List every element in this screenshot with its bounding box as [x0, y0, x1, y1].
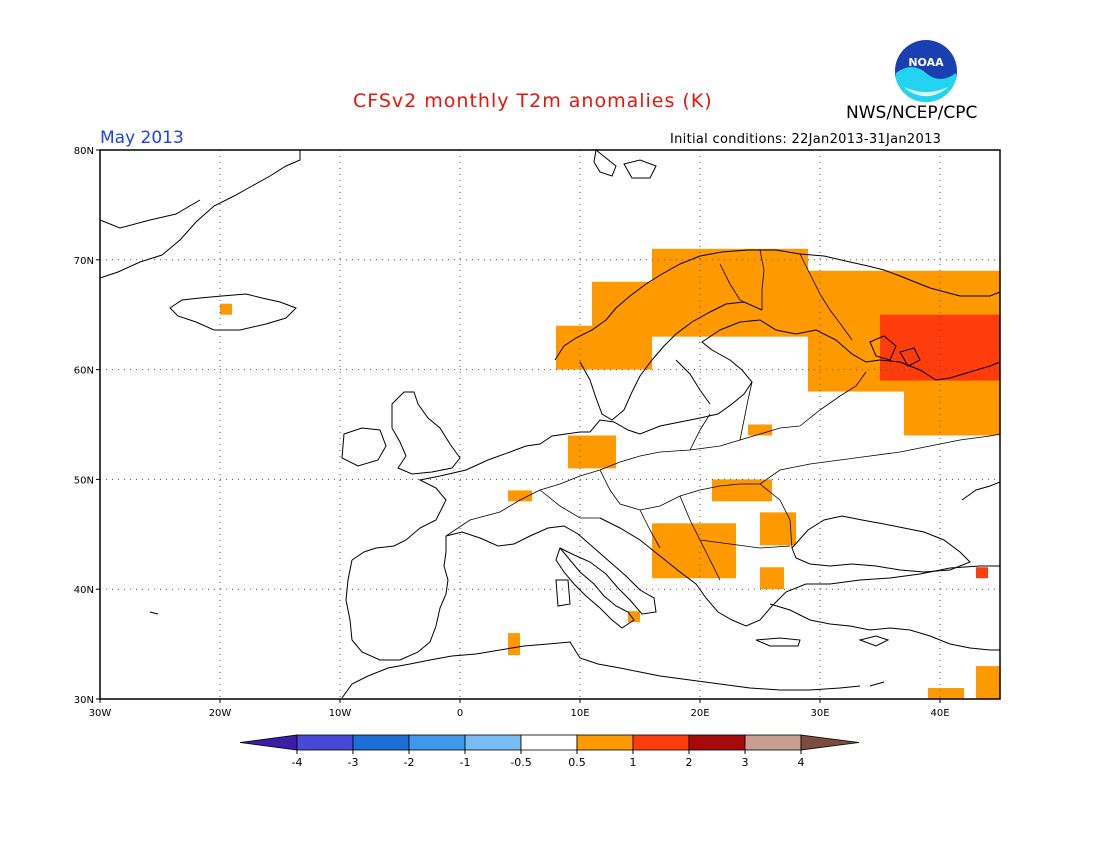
- anomaly-layer: [220, 248, 1000, 699]
- colorbar-label: -4: [292, 756, 303, 769]
- colorbar-segment: [352, 734, 410, 751]
- lat-tick-label: 60N: [74, 366, 94, 377]
- anomaly-cell-9: [760, 512, 796, 546]
- colorbar-segment: [464, 734, 522, 751]
- colorbar-label: 0.5: [568, 756, 586, 769]
- anomaly-cell-11: [976, 666, 1000, 699]
- colorbar-label: -1: [460, 756, 471, 769]
- anomaly-cell-7: [712, 479, 772, 502]
- colorbar-segment: [520, 734, 578, 751]
- noaa-logo: NOAA: [894, 39, 958, 103]
- month-label: May 2013: [100, 128, 184, 148]
- anomaly-cell-15: [628, 611, 640, 623]
- lon-tick-label: 20W: [209, 708, 232, 719]
- anomaly-cell-18: [976, 567, 988, 579]
- anomaly-cell-4: [904, 380, 1000, 436]
- anomaly-cell-13: [508, 633, 520, 656]
- anomaly-cell-14: [220, 303, 232, 315]
- coastline-cyprus: [858, 635, 890, 647]
- lon-tick-label: 40E: [930, 708, 949, 719]
- coastline-europe: [351, 319, 1001, 561]
- anomaly-cell-8: [652, 523, 736, 579]
- coastline-iceland: [169, 293, 297, 331]
- coastline-scandinavia: [554, 249, 1001, 421]
- initial-conditions-label: Initial conditions: 22Jan2013-31Jan2013: [670, 132, 942, 147]
- colorbar-arrow-left: [239, 734, 298, 751]
- lat-tick-label: 50N: [74, 475, 94, 486]
- lon-tick-label: 30W: [89, 708, 112, 719]
- colorbar-segment: [408, 734, 466, 751]
- coastline-baltic-lakes: [869, 335, 921, 367]
- coastline-turkey: [769, 603, 1000, 651]
- lon-tick-label: 10W: [329, 708, 352, 719]
- coastlines: [99, 149, 1001, 699]
- colorbar-segment: [688, 734, 746, 751]
- colorbar-segment: [576, 734, 634, 751]
- colorbar-segment: [296, 734, 354, 751]
- coastline-crete: [755, 637, 801, 647]
- lat-tick-label: 70N: [74, 256, 94, 267]
- colorbar-label: 4: [798, 756, 805, 769]
- axis-ticks: 30W 20W 10W 0 10E 20E 30E 40E 30N 40N 50N 60N 70N 80N: [74, 146, 950, 719]
- anomaly-cell-0: [652, 248, 808, 337]
- colorbar-label: 2: [686, 756, 693, 769]
- lon-tick-label: 0: [457, 708, 463, 719]
- anomaly-cell-1: [592, 281, 652, 370]
- coastline-italy: [555, 546, 635, 629]
- lon-tick-label: 20E: [690, 708, 709, 719]
- coastline-iberia: [345, 536, 449, 661]
- colorbar-segment: [744, 734, 802, 751]
- coastline-africa: [341, 641, 885, 699]
- lon-tick-label: 30E: [810, 708, 829, 719]
- anomaly-cell-16: [748, 424, 772, 436]
- colorbar: -4 -3 -2 -1 -0.5 0.5 1 2 3 4: [239, 734, 860, 769]
- colorbar-arrow-right: [800, 734, 860, 751]
- colorbar-segment: [632, 734, 690, 751]
- colorbar-label: -0.5: [510, 756, 531, 769]
- lat-tick-label: 30N: [74, 695, 94, 706]
- anomaly-cell-17: [508, 490, 532, 502]
- coastline-greenland: [99, 150, 301, 279]
- anomaly-cell-12: [928, 688, 964, 699]
- coastline-mediterranean: [445, 517, 1000, 627]
- colorbar-label: 1: [630, 756, 637, 769]
- lat-tick-label: 40N: [74, 585, 94, 596]
- lat-tick-label: 80N: [74, 146, 94, 157]
- noaa-logo-text: NOAA: [908, 56, 944, 69]
- anomaly-cell-6: [568, 435, 616, 469]
- coastline-britain: [391, 391, 461, 475]
- coastline-azores: [149, 611, 159, 615]
- colorbar-label: 3: [742, 756, 749, 769]
- colorbar-label: -3: [348, 756, 359, 769]
- map-frame: [99, 149, 1001, 700]
- lon-tick-label: 10E: [570, 708, 589, 719]
- coastline-caspian: [961, 481, 1001, 501]
- coastline-ireland: [341, 427, 387, 467]
- agency-label: NWS/NCEP/CPC: [846, 103, 978, 123]
- coastline-black-sea: [791, 515, 971, 573]
- anomaly-cell-10: [760, 567, 784, 590]
- colorbar-label: -2: [404, 756, 415, 769]
- coastline-sardinia: [555, 579, 571, 607]
- chart-title: CFSv2 monthly T2m anomalies (K): [353, 90, 713, 112]
- grid-lines: [100, 150, 1000, 699]
- country-borders-nordic: [719, 249, 853, 341]
- coastline-svalbard: [593, 149, 657, 179]
